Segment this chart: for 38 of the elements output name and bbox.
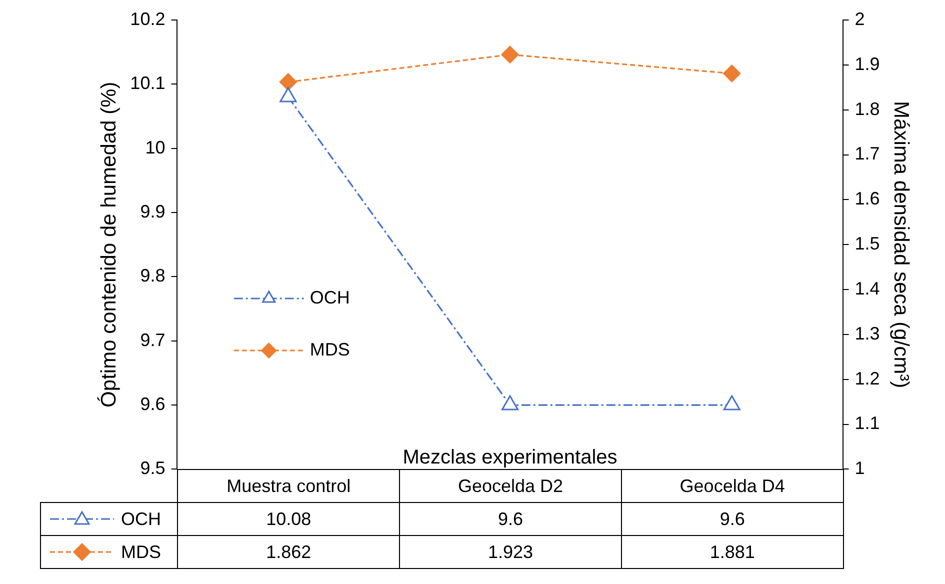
- legend-label: MDS: [310, 339, 350, 360]
- x-tick-label: Muestra control: [177, 469, 400, 504]
- x-axis-title: Mezclas experimentales: [402, 446, 618, 469]
- y-tick-label: 10.1: [130, 73, 166, 94]
- y2-tick-label: 1.1: [854, 413, 880, 434]
- y-tick-label: 9.9: [140, 201, 166, 222]
- y-tick-label: 9.6: [140, 394, 166, 414]
- x-tick-label: Geocelda D4: [620, 469, 844, 504]
- y-tick-label: 9.5: [140, 458, 166, 478]
- y-tick-label: 10: [145, 137, 166, 158]
- y-tick-label: 9.7: [140, 330, 166, 350]
- data-label: 10.08: [177, 502, 400, 536]
- data-label: 9.6: [399, 502, 622, 536]
- legend-label: OCH: [310, 287, 350, 308]
- data-label: 1.881: [620, 535, 844, 570]
- y2-tick-label: 1.9: [854, 54, 880, 74]
- y2-tick-label: 1.6: [854, 188, 880, 209]
- y2-tick-label: 1: [854, 458, 865, 478]
- y2-tick-label: 1.7: [854, 144, 880, 164]
- y2-tick-label: 1.8: [854, 98, 880, 119]
- y-axis-title: Óptimo contenido de humedad (%): [96, 82, 120, 408]
- y2-tick-label: 1.4: [854, 278, 880, 298]
- y2-tick-label: 1.2: [854, 368, 880, 388]
- x-tick-label: Geocelda D2: [399, 469, 622, 504]
- y-tick-label: 9.8: [140, 266, 166, 286]
- y2-tick-label: 1.5: [854, 234, 880, 254]
- text: OCH: [121, 508, 161, 529]
- point: [723, 64, 741, 82]
- point: [279, 73, 297, 91]
- data-label: 9.6: [620, 502, 844, 536]
- y2-tick-label: 2: [854, 8, 865, 29]
- data-label: 1.862: [177, 535, 400, 570]
- y2-tick-label: 1.3: [854, 323, 880, 344]
- y-tick-label: 10.2: [130, 8, 166, 29]
- data-label: 1.923: [399, 535, 622, 570]
- text: MDS: [121, 542, 161, 562]
- y2-axis-title: Máxima densidad seca (g/cm³): [890, 101, 913, 388]
- point: [501, 46, 519, 64]
